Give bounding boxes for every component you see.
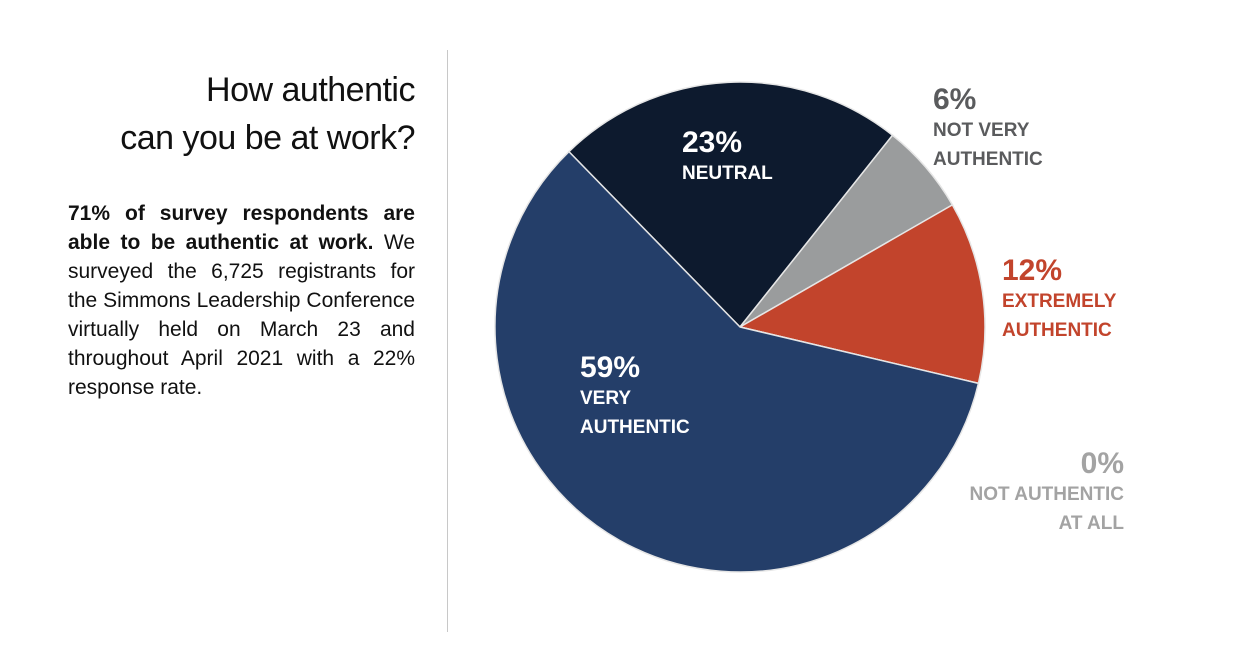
label-extremely-authentic: 12% EXTREMELY AUTHENTIC — [1002, 255, 1142, 345]
label-name: NOT AUTHENTIC AT ALL — [969, 484, 1124, 534]
label-name: NEUTRAL — [682, 163, 773, 184]
label-name: NOT VERY AUTHENTIC — [933, 120, 1043, 170]
label-neutral: 23% NEUTRAL — [682, 127, 773, 188]
label-name: EXTREMELY AUTHENTIC — [1002, 291, 1117, 341]
label-pct: 23% — [682, 126, 743, 159]
pie-slice-extremely-authentic — [737, 203, 986, 385]
divider — [447, 50, 448, 632]
title-line-1: How authentic — [206, 71, 415, 109]
label-pct: 12% — [1002, 254, 1063, 287]
description-highlight: 71% of survey respondents are able to be… — [68, 202, 415, 254]
title-line-2: can you be at work? — [120, 119, 415, 157]
label-very-authentic: 59% VERY AUTHENTIC — [580, 352, 720, 442]
label-not-very-authentic: 6% NOT VERY AUTHENTIC — [933, 84, 1083, 174]
label-not-authentic-at-all: 0% NOT AUTHENTIC AT ALL — [940, 448, 1124, 538]
label-pct: 6% — [933, 83, 977, 116]
description: 71% of survey respondents are able to be… — [68, 199, 415, 402]
chart-title: How authentic can you be at work? — [68, 66, 415, 162]
label-pct: 0% — [1080, 447, 1124, 480]
pie-slice-neutral — [567, 81, 894, 329]
pie-slice-very-authentic — [494, 150, 980, 573]
description-text: We surveyed the 6,725 registrants for th… — [68, 231, 415, 399]
label-name: VERY AUTHENTIC — [580, 388, 690, 438]
label-pct: 59% — [580, 351, 641, 384]
